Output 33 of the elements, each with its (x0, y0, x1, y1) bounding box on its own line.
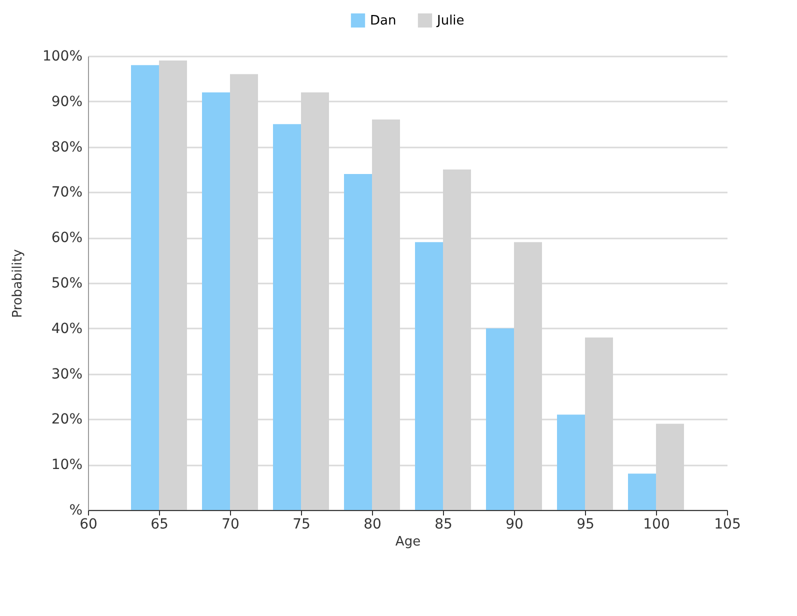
y-tick-label: 40% (51, 320, 82, 337)
legend-label: Julie (436, 13, 464, 28)
bar (628, 474, 656, 510)
y-tick-label: 70% (51, 184, 82, 201)
x-tick-label: 80 (364, 516, 382, 532)
bar (273, 124, 301, 510)
y-tick-label: 90% (51, 94, 82, 110)
y-tick-label: 10% (51, 457, 82, 474)
bar (557, 414, 585, 510)
y-tick-label: 50% (51, 276, 82, 292)
y-tick-label: 20% (51, 412, 82, 428)
y-tick-label: 80% (51, 139, 82, 156)
y-tick-label: 100% (42, 48, 82, 64)
bar (486, 328, 514, 510)
x-tick-label: 70 (222, 516, 240, 532)
bar (344, 174, 372, 510)
x-tick-label: 105 (714, 516, 741, 532)
x-tick-label: 100 (643, 516, 670, 532)
x-tick-label: 60 (80, 516, 98, 532)
x-tick-label: 90 (506, 516, 524, 532)
y-axis-title: Probability (10, 248, 26, 318)
y-tick-label: % (69, 502, 82, 518)
bar (202, 92, 230, 510)
x-tick-label: 65 (150, 516, 168, 532)
y-tick-label: 60% (51, 230, 82, 246)
y-tick-label: 30% (51, 366, 82, 382)
bar (131, 65, 159, 510)
x-tick-label: 95 (576, 516, 594, 532)
bar (415, 242, 443, 510)
x-tick-label: 85 (434, 516, 452, 532)
x-axis-title: Age (395, 534, 421, 550)
legend-label: Dan (370, 13, 396, 28)
x-tick-label: 75 (292, 516, 310, 532)
